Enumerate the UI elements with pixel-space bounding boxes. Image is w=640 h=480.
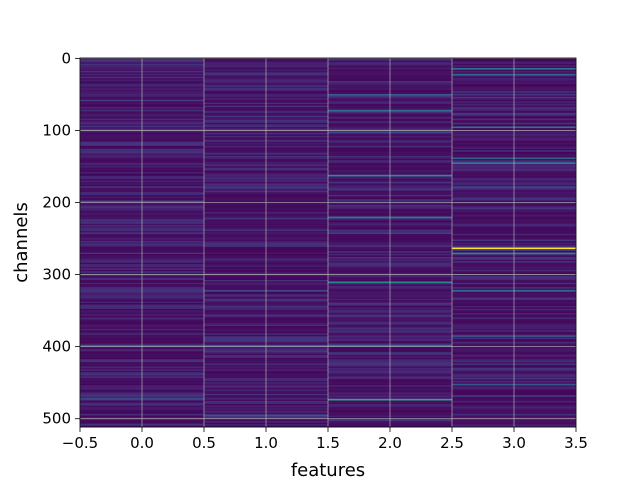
x-tick-label: 2.5 (440, 434, 464, 452)
y-tick-label: 100 (42, 121, 71, 139)
x-tick-label: 0.0 (130, 434, 154, 452)
y-tick-label: 400 (42, 338, 71, 356)
x-tick-label: 3.5 (564, 434, 588, 452)
x-tick-label: 1.5 (316, 434, 340, 452)
x-tick-label: 3.0 (502, 434, 526, 452)
y-tick-label: 0 (61, 49, 71, 67)
x-axis: −0.5 0.0 0.5 1.0 1.5 2.0 2.5 3.0 3.5 (62, 427, 588, 452)
y-axis-label: channels (11, 202, 32, 283)
plot-area (79, 57, 577, 428)
x-tick-label: 1.0 (254, 434, 278, 452)
y-tick-label: 200 (42, 194, 71, 212)
x-tick-label: 0.5 (192, 434, 216, 452)
x-axis-label: features (291, 460, 365, 480)
y-axis: 0 100 200 300 400 500 (42, 49, 80, 428)
x-tick-label: −0.5 (62, 434, 98, 452)
x-tick-label: 2.0 (378, 434, 402, 452)
y-tick-label: 300 (42, 266, 71, 284)
y-tick-label: 500 (42, 410, 71, 428)
